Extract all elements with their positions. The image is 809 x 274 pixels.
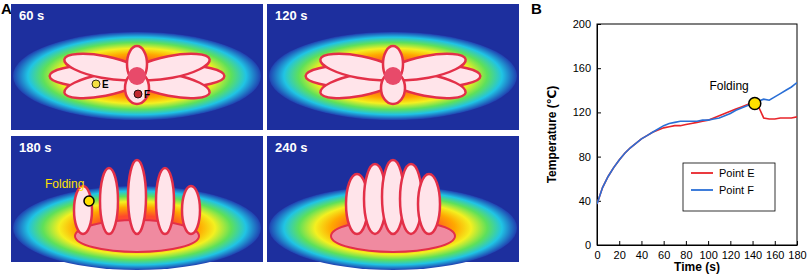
folded-petal bbox=[156, 168, 174, 234]
y-tick-mark bbox=[597, 245, 601, 246]
panel-a: A 60 s E F 120 s 180 s Folding 240 s bbox=[1, 0, 519, 270]
x-tick-label: 100 bbox=[699, 249, 717, 261]
frame-background bbox=[11, 4, 263, 130]
folded-petal bbox=[182, 186, 200, 234]
x-tick-label: 40 bbox=[636, 249, 648, 261]
figure: A 60 s E F 120 s 180 s Folding 240 s B 0 20 40 60 80 1… bbox=[0, 0, 809, 274]
y-tick-mark bbox=[597, 157, 601, 158]
heat-halo bbox=[269, 32, 517, 120]
y-tick-label: 200 bbox=[573, 18, 591, 30]
x-tick-label: 60 bbox=[658, 249, 670, 261]
frame-background bbox=[267, 4, 519, 130]
y-tick: 120 bbox=[573, 106, 601, 118]
annotation-marker bbox=[749, 98, 761, 110]
legend-swatch bbox=[691, 172, 713, 174]
flower-center bbox=[128, 67, 146, 85]
x-axis-title: Time (s) bbox=[674, 260, 720, 274]
y-tick-mark bbox=[597, 68, 601, 69]
thermal-frame: 240 s bbox=[267, 136, 519, 270]
measure-point bbox=[92, 80, 100, 88]
folding-marker bbox=[84, 196, 94, 206]
x-axis: 0 20 40 60 80 100 120 140 160 180 bbox=[594, 241, 806, 261]
x-tick-label: 0 bbox=[594, 249, 600, 261]
x-tick-mark bbox=[775, 241, 776, 245]
legend-label: Point F bbox=[719, 184, 754, 196]
heat-halo bbox=[13, 32, 261, 120]
measure-point-label: E bbox=[102, 79, 109, 90]
y-tick-label: 80 bbox=[579, 151, 591, 163]
y-tick-label: 120 bbox=[573, 106, 591, 118]
y-tick: 160 bbox=[573, 62, 601, 74]
x-tick: 20 bbox=[614, 241, 626, 261]
legend-swatch bbox=[691, 189, 713, 191]
folded-petal bbox=[418, 174, 440, 234]
chart-title: B bbox=[531, 0, 542, 17]
y-axis-title: Temperature (℃) bbox=[545, 86, 559, 184]
y-tick-label: 40 bbox=[579, 195, 591, 207]
thermal-frame: 60 s E F bbox=[11, 4, 263, 130]
annotation-label: Folding bbox=[709, 79, 748, 93]
x-tick: 80 bbox=[680, 241, 692, 261]
measure-point bbox=[134, 90, 142, 98]
y-tick: 0 bbox=[585, 239, 601, 251]
y-tick-mark bbox=[597, 112, 601, 113]
y-tick-mark bbox=[597, 24, 601, 25]
x-tick-mark bbox=[619, 241, 620, 245]
y-axis-line bbox=[597, 25, 598, 246]
measure-point-label: F bbox=[144, 89, 150, 100]
legend: Point E Point F bbox=[683, 163, 775, 211]
folded-petal bbox=[128, 160, 146, 234]
x-tick-mark bbox=[664, 241, 665, 245]
frame-time: 60 s bbox=[19, 8, 44, 23]
x-tick: 40 bbox=[636, 241, 648, 261]
frame-time: 120 s bbox=[275, 8, 308, 23]
y-axis: 0 40 80 120 160 200 bbox=[573, 18, 601, 251]
y-tick: 80 bbox=[579, 151, 601, 163]
x-tick: 180 bbox=[788, 241, 806, 261]
x-tick-mark bbox=[641, 241, 642, 245]
thermal-frame: 120 s bbox=[267, 4, 519, 130]
folded-petal bbox=[74, 186, 92, 234]
x-tick: 100 bbox=[699, 241, 717, 261]
panel-b: B 0 20 40 60 80 100 120 140 160 180 0 40 80 120 160 200 T… bbox=[531, 0, 807, 274]
legend-box bbox=[683, 163, 775, 211]
x-tick-label: 140 bbox=[744, 249, 762, 261]
x-tick-mark bbox=[708, 241, 709, 245]
frame-time: 180 s bbox=[19, 140, 52, 155]
x-tick: 120 bbox=[722, 241, 740, 261]
x-tick-label: 80 bbox=[680, 249, 692, 261]
x-tick-mark bbox=[753, 241, 754, 245]
x-axis-line bbox=[598, 245, 798, 246]
x-tick-label: 180 bbox=[788, 249, 806, 261]
legend-label: Point E bbox=[719, 167, 754, 179]
x-tick: 160 bbox=[766, 241, 784, 261]
y-tick-label: 160 bbox=[573, 62, 591, 74]
x-tick-mark bbox=[797, 241, 798, 245]
panel-label: A bbox=[1, 0, 12, 17]
x-tick-label: 160 bbox=[766, 249, 784, 261]
y-tick-label: 0 bbox=[585, 239, 591, 251]
x-tick-label: 120 bbox=[722, 249, 740, 261]
x-tick-label: 20 bbox=[614, 249, 626, 261]
x-tick-mark bbox=[686, 241, 687, 245]
flower-center bbox=[384, 67, 402, 85]
x-tick: 60 bbox=[658, 241, 670, 261]
frame-time: 240 s bbox=[275, 140, 308, 155]
thermal-frame: 180 s Folding bbox=[11, 136, 263, 270]
folding-label: Folding bbox=[45, 177, 84, 191]
plot-frame bbox=[597, 24, 797, 245]
folded-petal bbox=[100, 168, 118, 234]
x-tick-mark bbox=[730, 241, 731, 245]
y-tick: 200 bbox=[573, 18, 601, 30]
x-tick: 140 bbox=[744, 241, 762, 261]
